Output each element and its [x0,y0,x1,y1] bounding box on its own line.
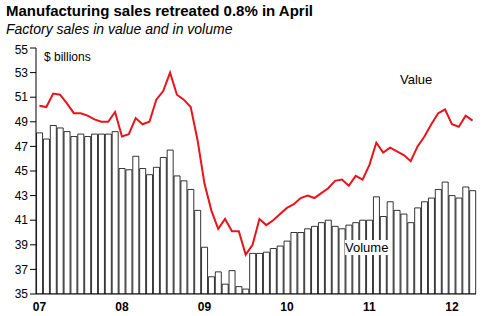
svg-text:41: 41 [15,213,29,227]
svg-text:12: 12 [445,300,459,314]
html-text:Volume: Volume [345,240,389,255]
svg-text:43: 43 [15,189,29,203]
svg-text:39: 39 [15,238,29,252]
svg-text:11: 11 [363,300,376,314]
svg-text:35: 35 [15,287,29,301]
html-text:Value: Value [400,72,433,87]
svg-text:37: 37 [15,263,29,277]
svg-text:08: 08 [115,300,129,314]
svg-text:45: 45 [15,164,29,178]
svg-text:07: 07 [33,300,47,314]
html-text:Factory sales in value and in: Factory sales in value and in volume [6,21,233,37]
svg-text:10: 10 [280,300,294,314]
html-text:Manufacturing sales retreated: Manufacturing sales retreated 0.8% in Ap… [6,2,313,19]
html-text:$ billions: $ billions [44,50,91,64]
svg-text:49: 49 [15,115,29,129]
svg-text:47: 47 [15,140,29,154]
svg-text:53: 53 [15,66,29,80]
svg-text:55: 55 [15,43,29,57]
svg-text:09: 09 [198,300,212,314]
svg-text:51: 51 [15,90,29,104]
